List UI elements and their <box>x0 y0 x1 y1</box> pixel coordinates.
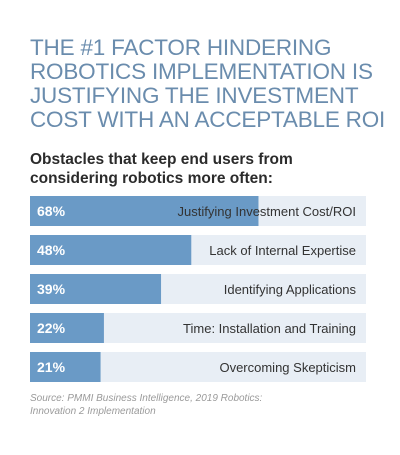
headline: THE #1 FACTOR HINDERING ROBOTICS IMPLEME… <box>30 35 386 132</box>
bar-value-label: 21% <box>37 359 66 375</box>
chart-title: Obstacles that keep end users from consi… <box>30 150 380 188</box>
bar-value-label: 22% <box>37 320 66 336</box>
bar-category-label: Identifying Applications <box>224 282 357 297</box>
bar-row: 39% Identifying Applications <box>30 274 366 304</box>
bar <box>30 196 259 226</box>
source-note: Source: PMMI Business Intelligence, 2019… <box>30 393 360 418</box>
bar <box>30 352 101 382</box>
source-line: Innovation 2 Implementation <box>30 405 156 417</box>
bar-row: 68% Justifying Investment Cost/ROI <box>30 196 366 226</box>
bar-value-label: 39% <box>37 281 66 297</box>
headline-line: ROBOTICS IMPLEMENTATION IS <box>30 59 373 84</box>
bar <box>30 235 192 265</box>
bar-row: 48% Lack of Internal Expertise <box>30 235 366 265</box>
bar <box>30 274 162 304</box>
headline-line: COST WITH AN ACCEPTABLE ROI <box>30 107 386 132</box>
source-line: Source: PMMI Business Intelligence, 2019… <box>30 393 263 404</box>
bar-row: 21% Overcoming Skepticism <box>30 352 366 382</box>
bar <box>30 313 104 343</box>
bar-category-label: Justifying Investment Cost/ROI <box>178 204 356 219</box>
bar-category-label: Time: Installation and Training <box>183 321 356 336</box>
bar-value-label: 68% <box>37 203 66 219</box>
headline-line: THE #1 FACTOR HINDERING <box>30 35 332 60</box>
bar-category-label: Overcoming Skepticism <box>219 360 356 375</box>
bar-value-label: 48% <box>37 242 66 258</box>
chart-title-line: Obstacles that keep end users from <box>30 151 293 168</box>
headline-line: JUSTIFYING THE INVESTMENT <box>30 83 359 108</box>
bar-category-label: Lack of Internal Expertise <box>209 243 356 258</box>
chart-title-line: considering robotics more often: <box>30 170 273 187</box>
bar-row: 22% Time: Installation and Training <box>30 313 366 343</box>
